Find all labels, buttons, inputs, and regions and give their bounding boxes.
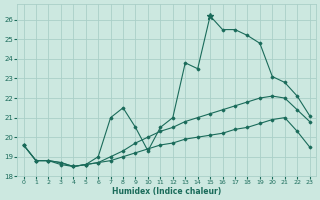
X-axis label: Humidex (Indice chaleur): Humidex (Indice chaleur) (112, 187, 221, 196)
